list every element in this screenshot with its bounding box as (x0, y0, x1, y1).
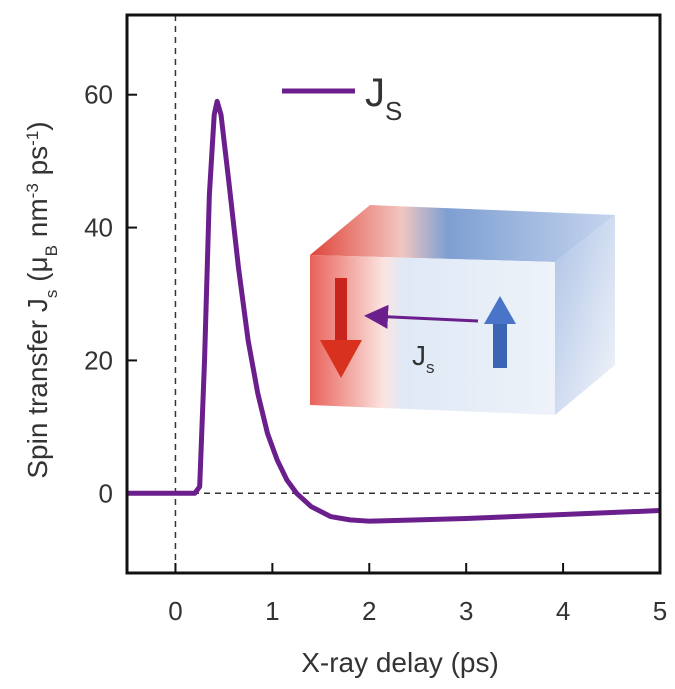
y-label-part: -3 (23, 183, 42, 198)
x-tick-label: 2 (362, 596, 376, 626)
y-label-part: s (42, 290, 61, 299)
x-axis-label: X-ray delay (ps) (301, 647, 499, 678)
inset-label-sub: s (426, 358, 435, 377)
y-axis-label: Spin transfer Js (μB nm-3 ps-1) (22, 121, 61, 478)
inset-illustration: Js (310, 205, 615, 415)
legend-label: JS (365, 71, 402, 126)
y-label-part: Spin transfer J (22, 298, 53, 479)
x-tick-label: 0 (168, 596, 182, 626)
y-tick-label: 60 (84, 80, 113, 110)
inset-label-main: J (412, 340, 426, 371)
x-tick-label: 3 (459, 596, 473, 626)
y-label-part: nm (22, 198, 53, 245)
inset-label: Js (412, 340, 435, 377)
plot-frame (125, 13, 662, 575)
x-tick-label: 4 (556, 596, 570, 626)
y-label-part: -1 (23, 131, 42, 146)
y-label-part: ) (22, 121, 53, 130)
y-tick-label: 40 (84, 213, 113, 243)
y-tick-label: 20 (84, 345, 113, 375)
data-line (127, 98, 661, 524)
x-tick-label: 5 (653, 596, 667, 626)
y-label-part: (μ (22, 256, 53, 289)
y-tick-label: 0 (99, 478, 113, 508)
x-tick-label: 1 (265, 596, 279, 626)
y-label-part: B (42, 245, 61, 256)
legend-label-sub: S (385, 96, 402, 126)
legend-label-main: J (365, 71, 385, 115)
y-label-part: ps (22, 146, 53, 183)
